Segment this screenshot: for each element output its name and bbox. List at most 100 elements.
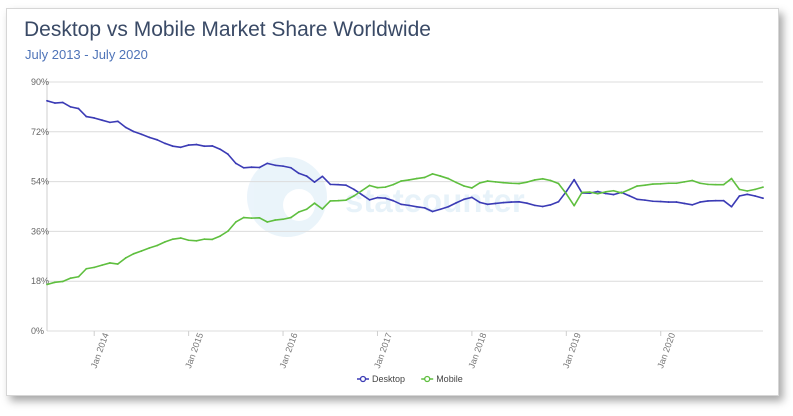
mobile-point[interactable] (132, 252, 135, 255)
desktop-point[interactable] (518, 200, 520, 203)
mobile-point[interactable] (384, 186, 387, 189)
mobile-point[interactable] (282, 218, 284, 221)
mobile-point[interactable] (714, 183, 717, 186)
desktop-point[interactable] (132, 130, 135, 133)
desktop-point[interactable] (549, 203, 552, 206)
desktop-point[interactable] (408, 204, 410, 207)
mobile-point[interactable] (179, 237, 182, 239)
mobile-point[interactable] (439, 175, 442, 177)
mobile-point[interactable] (203, 238, 206, 241)
desktop-point[interactable] (93, 117, 96, 119)
desktop-point[interactable] (69, 106, 72, 108)
desktop-point[interactable] (423, 206, 426, 209)
desktop-point[interactable] (313, 181, 316, 184)
desktop-point[interactable] (510, 201, 513, 203)
series-mobile[interactable] (46, 172, 764, 286)
desktop-point[interactable] (124, 126, 127, 129)
mobile-point[interactable] (242, 216, 245, 219)
mobile-line[interactable] (46, 173, 764, 286)
desktop-point[interactable] (455, 202, 458, 204)
desktop-point[interactable] (486, 203, 489, 206)
mobile-point[interactable] (659, 182, 662, 185)
mobile-point[interactable] (628, 188, 631, 191)
desktop-point[interactable] (148, 136, 151, 139)
desktop-point[interactable] (258, 166, 261, 169)
mobile-point[interactable] (581, 191, 583, 194)
desktop-point[interactable] (659, 200, 662, 203)
mobile-point[interactable] (124, 257, 127, 259)
mobile-point[interactable] (707, 183, 709, 186)
mobile-point[interactable] (431, 172, 434, 175)
mobile-point[interactable] (510, 182, 513, 185)
mobile-point[interactable] (463, 185, 465, 187)
mobile-point[interactable] (754, 188, 757, 191)
mobile-point[interactable] (313, 202, 316, 205)
mobile-point[interactable] (290, 216, 292, 219)
mobile-point[interactable] (486, 180, 489, 182)
mobile-point[interactable] (101, 264, 103, 267)
mobile-point[interactable] (171, 238, 174, 241)
mobile-point[interactable] (234, 221, 237, 223)
desktop-point[interactable] (329, 183, 332, 186)
mobile-point[interactable] (187, 239, 190, 242)
desktop-point[interactable] (636, 198, 639, 201)
mobile-point[interactable] (502, 181, 505, 184)
series-desktop[interactable] (46, 99, 764, 213)
desktop-point[interactable] (691, 203, 694, 206)
mobile-point[interactable] (518, 182, 520, 185)
desktop-point[interactable] (109, 121, 111, 124)
desktop-point[interactable] (242, 166, 245, 169)
desktop-point[interactable] (707, 200, 709, 202)
desktop-point[interactable] (297, 172, 300, 175)
mobile-point[interactable] (415, 177, 418, 180)
desktop-point[interactable] (234, 162, 237, 165)
desktop-point[interactable] (478, 201, 481, 204)
desktop-point[interactable] (746, 193, 749, 196)
desktop-point[interactable] (415, 205, 418, 208)
mobile-point[interactable] (250, 217, 253, 220)
desktop-point[interactable] (266, 162, 269, 165)
mobile-point[interactable] (596, 192, 599, 195)
desktop-point[interactable] (612, 193, 615, 196)
mobile-point[interactable] (195, 239, 198, 242)
desktop-point[interactable] (274, 164, 277, 167)
mobile-point[interactable] (549, 179, 552, 182)
desktop-point[interactable] (470, 196, 473, 199)
mobile-point[interactable] (368, 184, 371, 187)
legend-item-mobile[interactable]: Mobile (421, 374, 463, 384)
mobile-point[interactable] (651, 183, 654, 185)
desktop-point[interactable] (447, 205, 450, 208)
desktop-point[interactable] (376, 196, 379, 199)
mobile-point[interactable] (258, 216, 261, 219)
desktop-point[interactable] (604, 192, 607, 195)
desktop-point[interactable] (352, 188, 355, 191)
desktop-point[interactable] (179, 146, 182, 149)
mobile-point[interactable] (61, 280, 64, 283)
desktop-point[interactable] (195, 143, 198, 146)
mobile-point[interactable] (604, 190, 607, 193)
mobile-point[interactable] (455, 181, 458, 184)
desktop-point[interactable] (722, 199, 725, 202)
mobile-point[interactable] (156, 244, 159, 247)
mobile-point[interactable] (533, 179, 536, 181)
desktop-point[interactable] (400, 203, 402, 206)
mobile-point[interactable] (644, 184, 646, 187)
desktop-point[interactable] (140, 133, 143, 136)
desktop-point[interactable] (762, 197, 764, 200)
mobile-point[interactable] (667, 182, 670, 185)
mobile-point[interactable] (219, 235, 222, 238)
mobile-point[interactable] (93, 266, 96, 269)
mobile-point[interactable] (227, 230, 229, 233)
mobile-point[interactable] (408, 179, 410, 181)
mobile-point[interactable] (321, 208, 324, 210)
mobile-point[interactable] (266, 221, 269, 223)
desktop-point[interactable] (227, 153, 229, 156)
desktop-point[interactable] (211, 145, 214, 147)
desktop-point[interactable] (675, 201, 678, 203)
desktop-point[interactable] (337, 183, 340, 186)
mobile-point[interactable] (376, 186, 379, 189)
desktop-point[interactable] (541, 205, 544, 208)
legend[interactable]: Desktop Mobile (357, 374, 463, 384)
mobile-point[interactable] (148, 247, 151, 249)
mobile-point[interactable] (675, 182, 678, 185)
